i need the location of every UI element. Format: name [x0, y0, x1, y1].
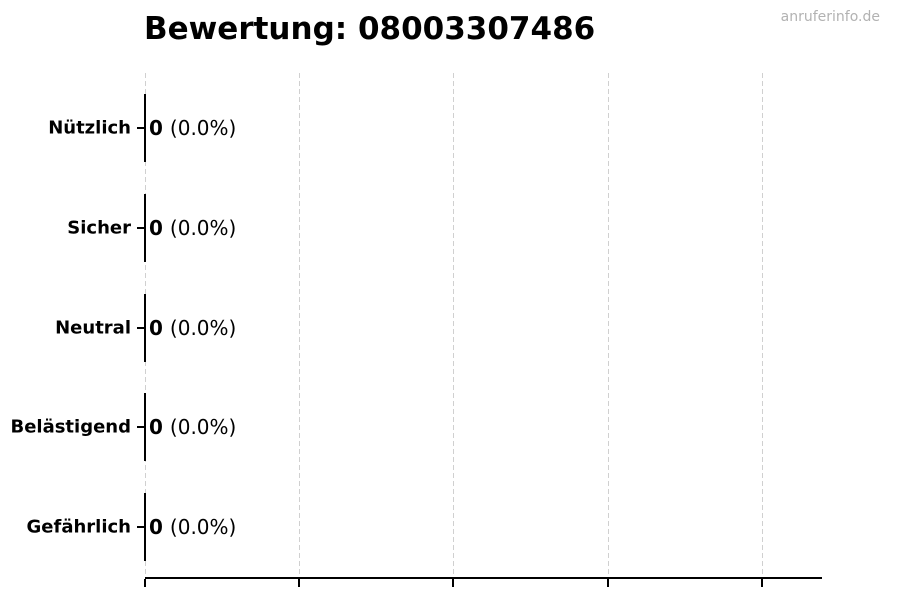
category-label: Nützlich [48, 117, 131, 139]
x-gridline [608, 73, 609, 578]
y-axis-tick [137, 327, 144, 329]
chart-title: Bewertung: 08003307486 [144, 11, 596, 47]
zero-width-bar [144, 393, 146, 461]
bar-row-sicher: Sicher 0 (0.0%) [0, 194, 900, 262]
y-axis-tick [137, 127, 144, 129]
bar-value-label: 0 (0.0%) [149, 116, 236, 140]
bar-percent: (0.0%) [169, 316, 237, 340]
zero-width-bar [144, 94, 146, 162]
bar-percent: (0.0%) [169, 515, 237, 539]
bar-percent: (0.0%) [169, 116, 237, 140]
x-axis-tick [761, 579, 763, 587]
category-label: Gefährlich [26, 516, 131, 538]
zero-width-bar [144, 294, 146, 362]
category-label: Neutral [55, 317, 131, 339]
bar-value-label: 0 (0.0%) [149, 316, 236, 340]
bar-percent: (0.0%) [169, 415, 237, 439]
x-axis-tick [452, 579, 454, 587]
category-label: Sicher [67, 217, 131, 239]
bar-count: 0 [149, 415, 163, 439]
bar-row-belaestigend: Belästigend 0 (0.0%) [0, 393, 900, 461]
bar-value-label: 0 (0.0%) [149, 415, 236, 439]
bar-count: 0 [149, 316, 163, 340]
watermark-text: anruferinfo.de [780, 9, 880, 25]
x-axis-tick [144, 579, 146, 587]
zero-width-bar [144, 194, 146, 262]
x-gridline [762, 73, 763, 578]
x-axis-tick [607, 579, 609, 587]
x-gridline [453, 73, 454, 578]
bar-row-nuetzlich: Nützlich 0 (0.0%) [0, 94, 900, 162]
bar-count: 0 [149, 216, 163, 240]
x-axis-tick [298, 579, 300, 587]
category-label: Belästigend [10, 416, 131, 438]
bar-count: 0 [149, 116, 163, 140]
bar-value-label: 0 (0.0%) [149, 515, 236, 539]
x-axis-line [145, 577, 822, 579]
bar-count: 0 [149, 515, 163, 539]
zero-width-bar [144, 493, 146, 561]
x-gridline [299, 73, 300, 578]
y-axis-tick [137, 426, 144, 428]
bar-value-label: 0 (0.0%) [149, 216, 236, 240]
y-axis-tick [137, 526, 144, 528]
bar-row-gefaehrlich: Gefährlich 0 (0.0%) [0, 493, 900, 561]
y-axis-tick [137, 227, 144, 229]
bar-percent: (0.0%) [169, 216, 237, 240]
bar-row-neutral: Neutral 0 (0.0%) [0, 294, 900, 362]
